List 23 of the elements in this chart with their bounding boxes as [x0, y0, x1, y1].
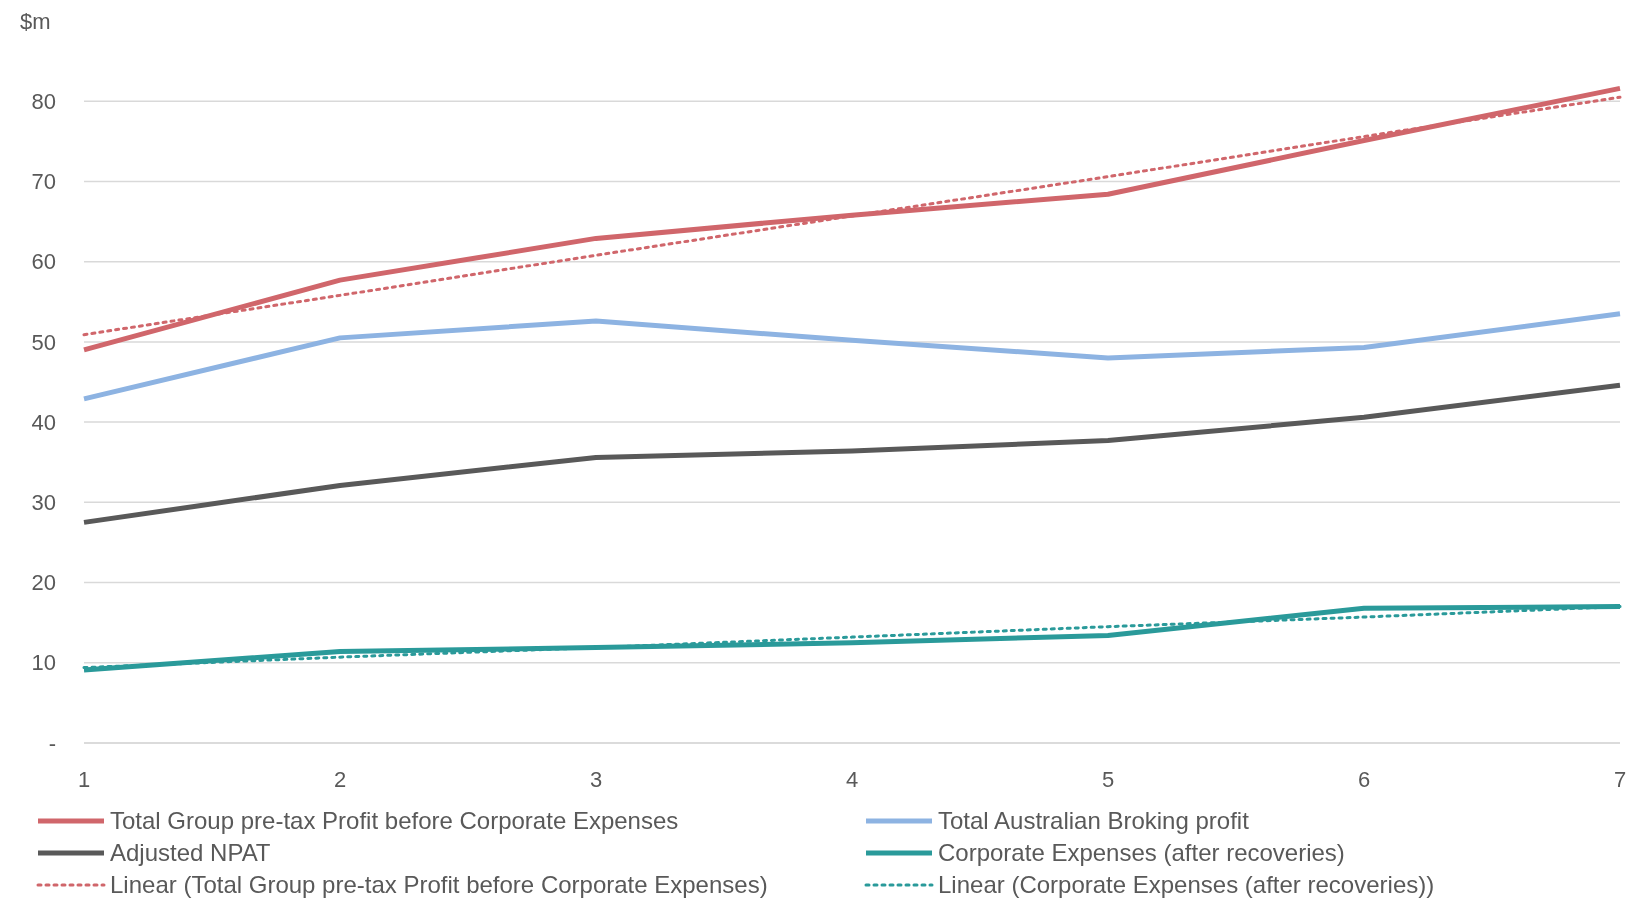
- y-tick-label: 10: [31, 650, 56, 676]
- y-tick-label: 30: [31, 490, 56, 516]
- y-tick-label: 50: [31, 329, 56, 355]
- y-tick-label: -: [48, 730, 56, 756]
- y-tick-label: 60: [31, 249, 56, 275]
- legend-label: Total Group pre-tax Profit before Corporate Expenses: [110, 807, 679, 835]
- legend-label: Corporate Expenses (after recoveries): [938, 839, 1345, 867]
- y-tick-label: 20: [31, 570, 56, 596]
- x-tick-label: 6: [1357, 767, 1371, 792]
- x-tick-label: 5: [1101, 767, 1115, 792]
- y-tick-label: $m: [20, 8, 51, 34]
- y-tick-label: 40: [31, 409, 56, 435]
- x-tick-label: 2: [333, 767, 347, 792]
- legend-label: Linear (Corporate Expenses (after recoveries)): [938, 871, 1435, 899]
- x-tick-label: 4: [845, 767, 859, 792]
- x-tick-label: 3: [589, 767, 603, 792]
- legend-label: Linear (Total Group pre-tax Profit before Corporate Expenses): [110, 871, 768, 899]
- legend-label: Total Australian Broking profit: [938, 807, 1250, 835]
- legend-label: Adjusted NPAT: [110, 839, 271, 867]
- x-tick-label: 7: [1613, 767, 1627, 792]
- y-tick-label: 80: [31, 88, 56, 114]
- y-tick-label: 70: [31, 169, 56, 195]
- x-tick-label: 1: [77, 767, 91, 792]
